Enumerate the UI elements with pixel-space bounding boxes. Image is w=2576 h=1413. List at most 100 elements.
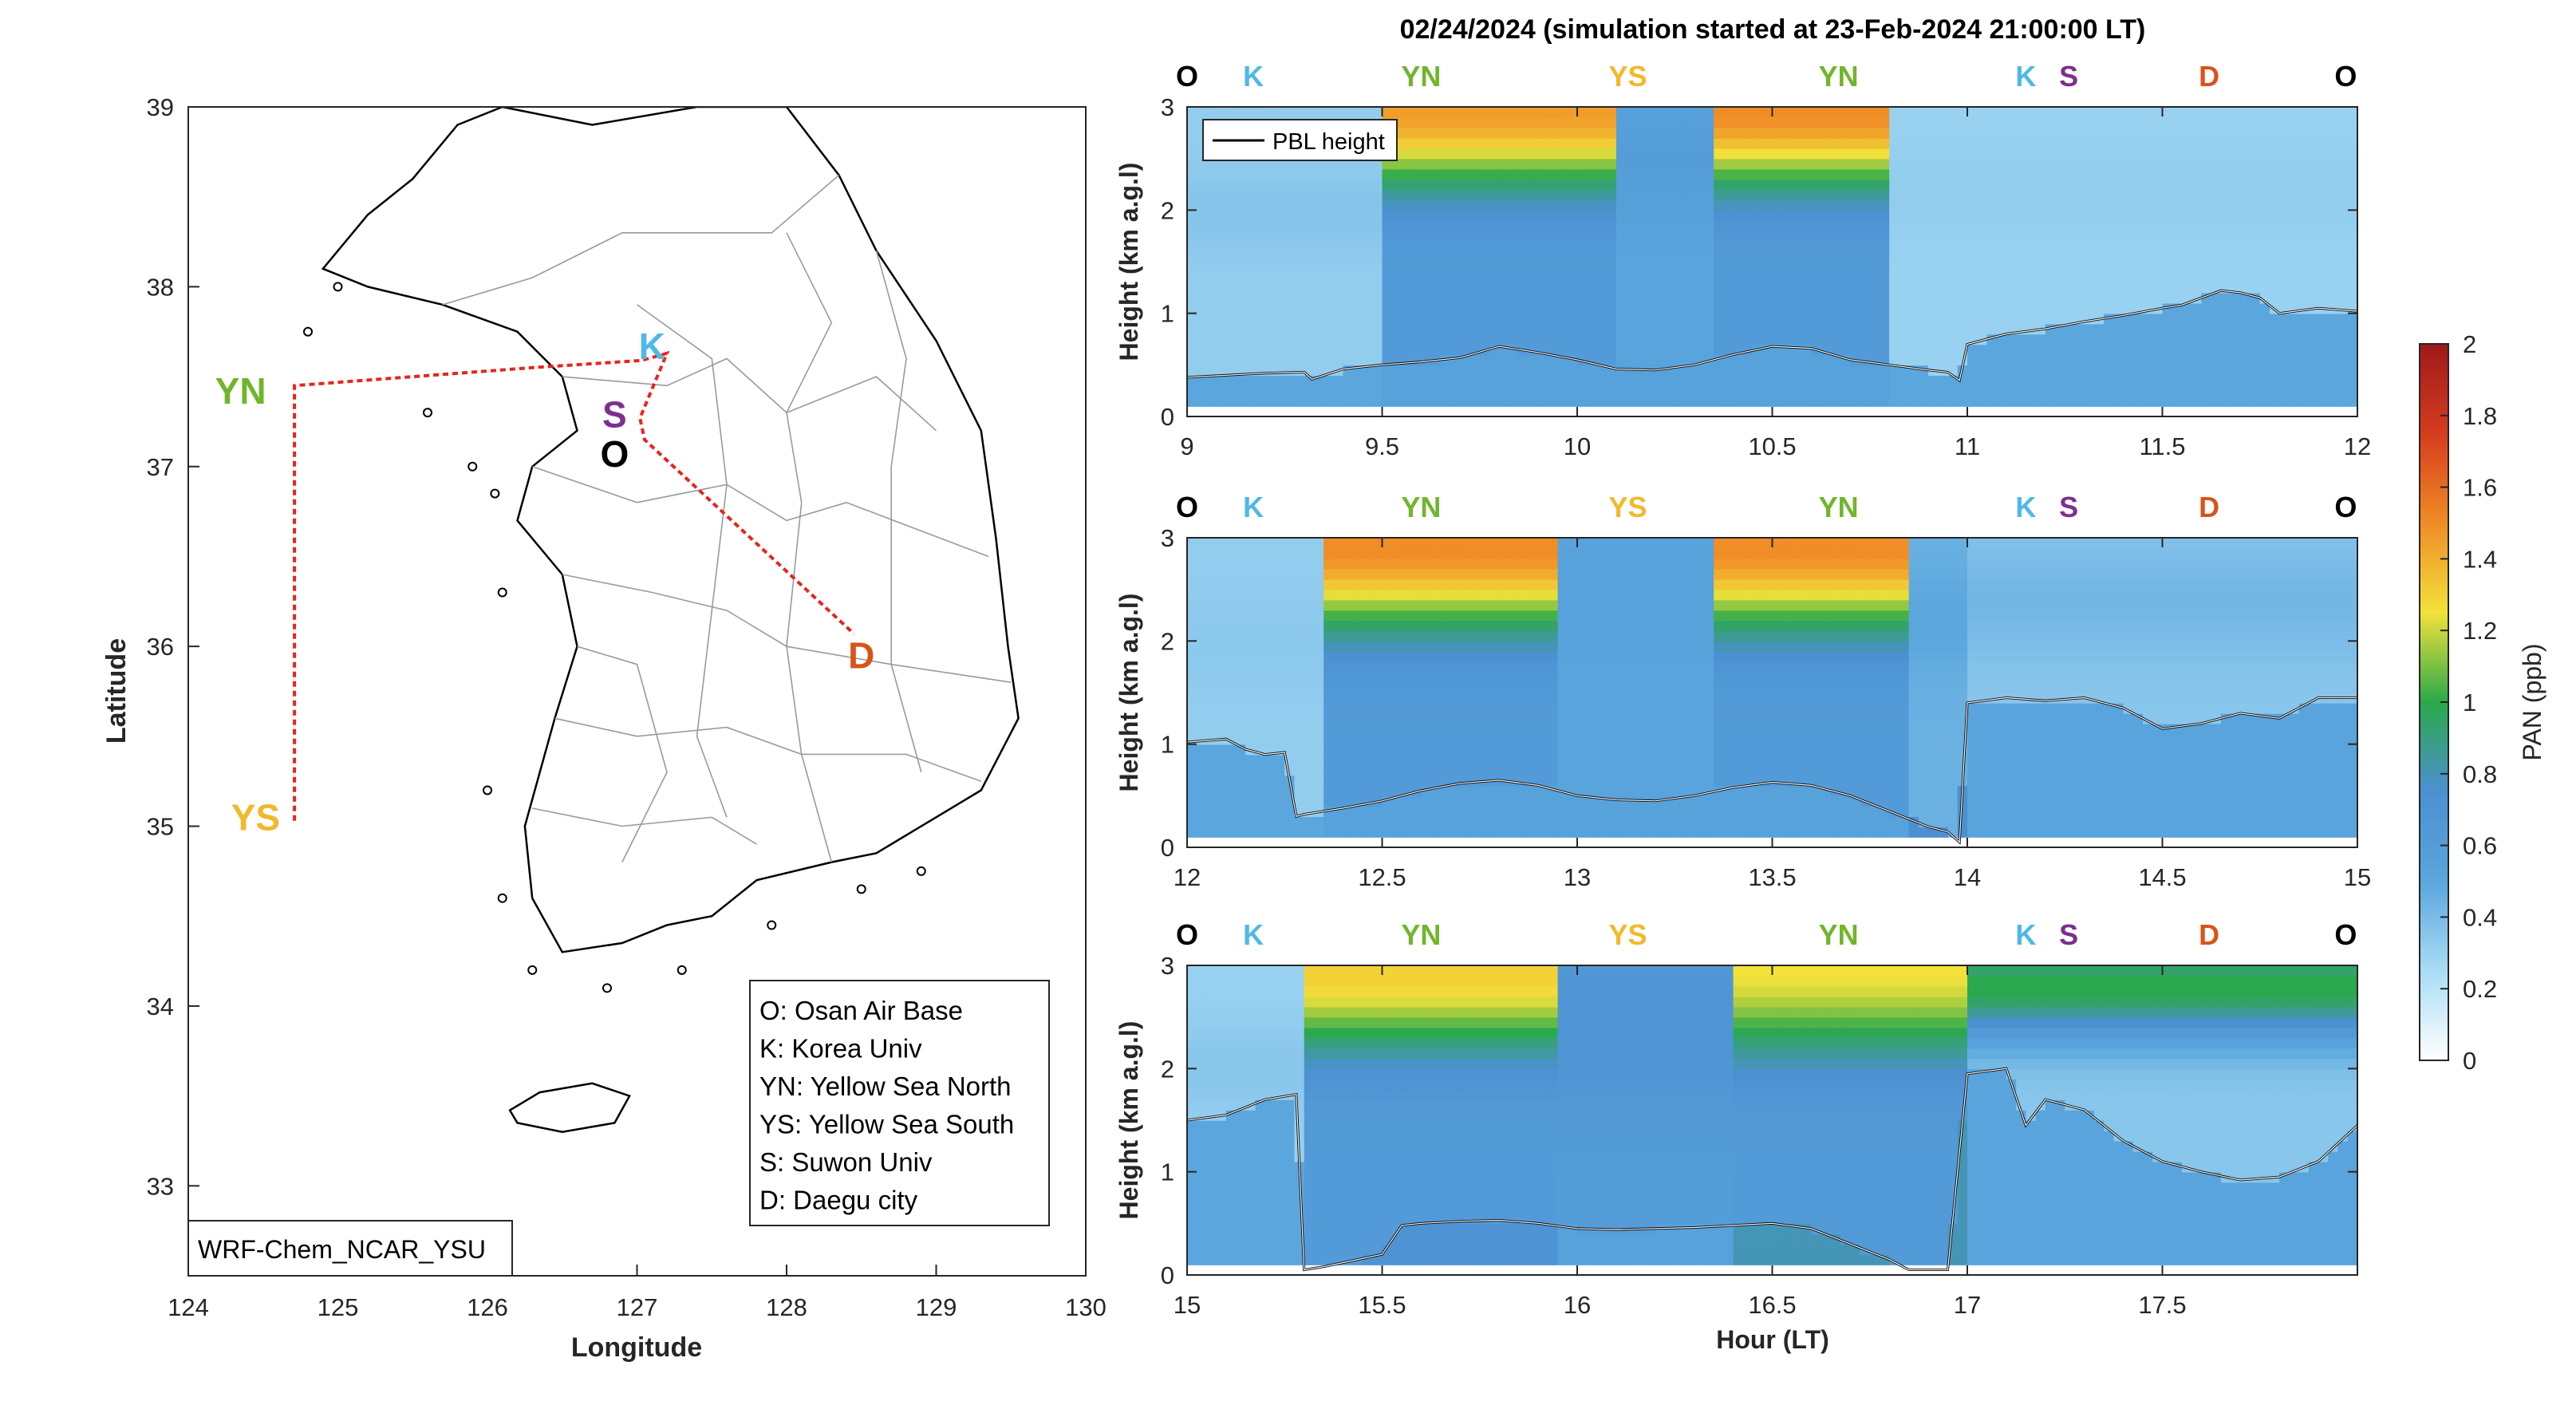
pan-cell: [1382, 599, 1393, 611]
pan-cell: [1528, 806, 1539, 817]
pan-cell: [1440, 693, 1451, 704]
pan-cell: [2231, 189, 2242, 201]
pan-cell: [2298, 292, 2310, 304]
pan-cell: [2191, 334, 2203, 345]
pan-cell: [1343, 375, 1354, 386]
pan-cell: [2143, 282, 2154, 294]
pan-cell: [1333, 837, 1344, 847]
pan-cell: [1889, 262, 1900, 273]
pan-cell: [2298, 158, 2310, 170]
pan-cell: [2065, 158, 2076, 170]
pan-cell: [1343, 651, 1354, 662]
pan-cell: [1450, 641, 1462, 653]
pan-cell: [2298, 210, 2310, 222]
pan-cell: [1206, 712, 1217, 724]
pan-cell: [1918, 271, 1929, 283]
pan-cell: [1869, 137, 1880, 149]
pan-cell: [1450, 651, 1462, 662]
pan-cell: [1275, 282, 1286, 294]
pan-cell: [1421, 733, 1432, 745]
pan-cell: [1733, 220, 1744, 231]
pan-cell: [1216, 107, 1227, 118]
pan-cell: [2065, 262, 2076, 273]
pan-cell: [1313, 282, 1324, 294]
pan-cell: [2269, 241, 2281, 252]
pan-cell: [1275, 189, 1286, 201]
pan-cell: [1509, 538, 1520, 549]
pan-cell: [1908, 220, 1919, 231]
pan-cell: [1245, 589, 1256, 601]
pan-cell: [1655, 231, 1666, 242]
pan-cell: [1606, 292, 1617, 304]
pan-cell: [1264, 354, 1276, 366]
pan-cell: [1548, 396, 1559, 407]
pan-cell: [2143, 231, 2154, 242]
pan-cell: [1440, 262, 1451, 273]
pan-cell: [1236, 630, 1247, 642]
pan-cell: [1236, 785, 1247, 797]
pan-cell: [2132, 210, 2144, 222]
pan-cell: [2132, 231, 2144, 242]
pan-cell: [1821, 210, 1832, 222]
pan-cell: [2045, 365, 2056, 377]
pan-cell: [1918, 116, 1929, 128]
pan-cell: [2143, 220, 2154, 231]
pan-cell: [1801, 323, 1813, 335]
pan-cell: [1382, 354, 1393, 366]
pan-cell: [1889, 292, 1900, 304]
pan-cell: [1587, 271, 1598, 283]
pan-cell: [1401, 578, 1412, 590]
pan-cell: [1694, 241, 1705, 252]
pan-cell: [2055, 199, 2066, 211]
curtain-y-tick-label: 1: [1161, 300, 1174, 328]
pan-cell: [1801, 220, 1813, 231]
pan-cell: [1324, 775, 1335, 787]
pan-cell: [1528, 568, 1539, 580]
pan-cell: [1469, 744, 1481, 756]
pan-cell: [2074, 334, 2085, 345]
pan-cell: [1313, 385, 1324, 397]
pan-cell: [1450, 754, 1462, 766]
pan-cell: [1528, 785, 1539, 797]
pan-cell: [1899, 251, 1910, 262]
pan-cell: [1538, 168, 1549, 180]
pan-cell: [1245, 262, 1256, 273]
pan-cell: [1225, 323, 1237, 335]
pan-cell: [1655, 396, 1666, 407]
pan-cell: [2318, 148, 2329, 160]
pan-cell: [1284, 733, 1296, 745]
pan-cell: [1255, 764, 1266, 776]
pan-cell: [1479, 795, 1490, 807]
pan-cell: [1264, 538, 1276, 549]
pan-cell: [1996, 116, 2007, 128]
pan-cell: [1509, 231, 1520, 242]
pan-cell: [1830, 107, 1841, 118]
pan-cell: [1440, 168, 1451, 180]
pan-cell: [2016, 271, 2027, 283]
pan-cell: [1401, 733, 1412, 745]
pan-cell: [2269, 231, 2281, 242]
pan-cell: [2084, 189, 2095, 201]
pan-cell: [1860, 396, 1871, 407]
pan-cell: [1382, 641, 1393, 653]
pan-cell: [2337, 116, 2349, 128]
pan-cell: [1275, 241, 1286, 252]
pan-cell: [1440, 107, 1451, 118]
pan-cell: [1187, 251, 1198, 262]
pan-cell: [1548, 323, 1559, 335]
pan-cell: [1587, 744, 1598, 756]
pan-cell: [2269, 179, 2281, 191]
pan-cell: [1899, 220, 1910, 231]
pan-cell: [1401, 179, 1412, 191]
pan-cell: [2201, 323, 2212, 335]
pan-cell: [1918, 375, 1929, 386]
pan-cell: [1343, 385, 1354, 397]
pan-cell: [1626, 220, 1637, 231]
pan-cell: [1391, 764, 1402, 776]
pan-cell: [1363, 672, 1374, 683]
pan-cell: [1372, 702, 1383, 714]
pan-cell: [2279, 334, 2290, 345]
pan-cell: [2093, 168, 2105, 180]
pan-cell: [2181, 251, 2192, 262]
pan-cell: [2259, 116, 2270, 128]
